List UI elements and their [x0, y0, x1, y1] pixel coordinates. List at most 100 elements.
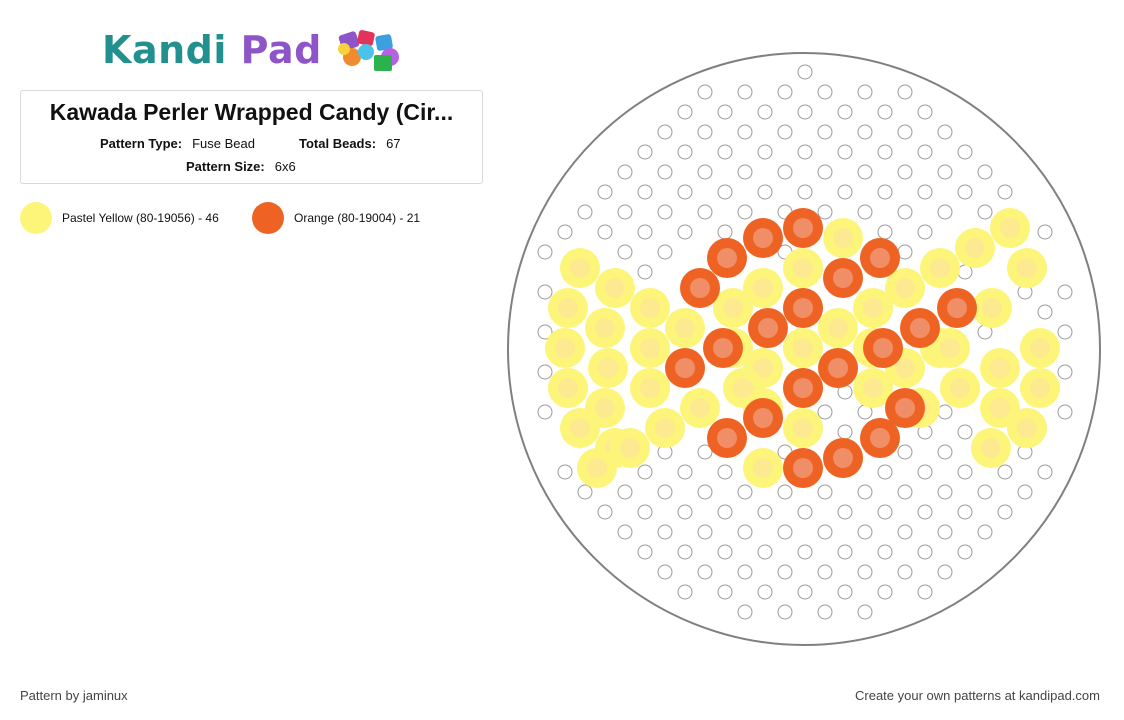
- pattern-size: Pattern Size: 6x6: [186, 159, 296, 174]
- bead-pastel-yellow-hole: [930, 258, 950, 278]
- empty-peg: [917, 544, 933, 560]
- bead-orange-hole: [895, 398, 915, 418]
- empty-peg: [777, 124, 793, 140]
- pattern-info-card: Kawada Perler Wrapped Candy (Cir... Patt…: [20, 90, 483, 184]
- empty-peg: [857, 204, 873, 220]
- bead-pastel-yellow-hole: [595, 318, 615, 338]
- total-beads-label: Total Beads:: [299, 136, 377, 151]
- logo-text-pad: Pad: [240, 28, 322, 72]
- empty-peg: [937, 124, 953, 140]
- empty-peg: [917, 144, 933, 160]
- empty-peg: [557, 464, 573, 480]
- empty-peg: [997, 504, 1013, 520]
- empty-pegs: [537, 64, 1073, 620]
- empty-peg: [717, 184, 733, 200]
- bead-orange-hole: [793, 378, 813, 398]
- empty-peg: [697, 84, 713, 100]
- bead-pastel-yellow-hole: [833, 228, 853, 248]
- bead-pastel-yellow-hole: [990, 358, 1010, 378]
- bead-pastel-yellow-hole: [793, 338, 813, 358]
- color-swatch-pastel-yellow: [20, 202, 52, 234]
- empty-peg: [957, 464, 973, 480]
- empty-peg: [797, 544, 813, 560]
- empty-peg: [937, 404, 953, 420]
- bead-orange-hole: [870, 248, 890, 268]
- empty-peg: [937, 444, 953, 460]
- bead-pastel-yellow-hole: [620, 438, 640, 458]
- logo-text: Kandi Pad: [102, 26, 322, 74]
- pattern-type-label: Pattern Type:: [100, 136, 183, 151]
- empty-peg: [977, 524, 993, 540]
- empty-peg: [677, 584, 693, 600]
- empty-peg: [677, 544, 693, 560]
- empty-peg: [737, 484, 753, 500]
- empty-peg: [917, 184, 933, 200]
- bead-pastel-yellow-hole: [828, 318, 848, 338]
- empty-peg: [817, 164, 833, 180]
- empty-peg: [717, 104, 733, 120]
- empty-peg: [1017, 484, 1033, 500]
- empty-peg: [737, 564, 753, 580]
- empty-peg: [637, 264, 653, 280]
- bead-orange-hole: [753, 228, 773, 248]
- bead-pastel-yellow-hole: [558, 298, 578, 318]
- empty-peg: [577, 484, 593, 500]
- bead-orange-hole: [793, 298, 813, 318]
- empty-peg: [637, 144, 653, 160]
- empty-peg: [897, 164, 913, 180]
- create-patterns-link[interactable]: Create your own patterns at kandipad.com: [855, 688, 1100, 703]
- empty-peg: [677, 504, 693, 520]
- bead-pastel-yellow-hole: [753, 458, 773, 478]
- empty-peg: [797, 584, 813, 600]
- bead-pastel-yellow-hole: [981, 438, 1001, 458]
- empty-peg: [737, 164, 753, 180]
- empty-peg: [857, 604, 873, 620]
- empty-peg: [877, 104, 893, 120]
- bead-pastel-yellow-hole: [733, 378, 753, 398]
- bead-pastel-yellow-hole: [640, 338, 660, 358]
- empty-peg: [537, 244, 553, 260]
- empty-peg: [697, 444, 713, 460]
- bead-pastel-yellow-hole: [1030, 378, 1050, 398]
- placed-beads: [545, 208, 1060, 488]
- empty-peg: [1037, 224, 1053, 240]
- bead-orange-hole: [828, 358, 848, 378]
- bead-pastel-yellow-hole: [595, 398, 615, 418]
- empty-peg: [817, 484, 833, 500]
- empty-peg: [637, 504, 653, 520]
- empty-peg: [837, 504, 853, 520]
- bead-pastel-yellow-hole: [690, 398, 710, 418]
- empty-peg: [617, 204, 633, 220]
- empty-peg: [937, 164, 953, 180]
- empty-peg: [757, 144, 773, 160]
- bead-orange-hole: [717, 248, 737, 268]
- empty-peg: [897, 444, 913, 460]
- empty-peg: [617, 164, 633, 180]
- bead-orange-hole: [793, 218, 813, 238]
- bead-pastel-yellow-hole: [753, 278, 773, 298]
- empty-peg: [617, 244, 633, 260]
- bead-pastel-yellow-hole: [570, 418, 590, 438]
- empty-peg: [937, 524, 953, 540]
- empty-peg: [637, 544, 653, 560]
- empty-peg: [637, 464, 653, 480]
- empty-peg: [797, 144, 813, 160]
- empty-peg: [557, 224, 573, 240]
- pegboard-rim: [507, 52, 1101, 646]
- empty-peg: [597, 224, 613, 240]
- empty-peg: [937, 564, 953, 580]
- empty-peg: [817, 204, 833, 220]
- empty-peg: [1057, 364, 1073, 380]
- empty-peg: [997, 184, 1013, 200]
- empty-peg: [757, 184, 773, 200]
- bead-pastel-yellow-hole: [895, 278, 915, 298]
- empty-peg: [657, 164, 673, 180]
- empty-peg: [897, 84, 913, 100]
- empty-peg: [777, 164, 793, 180]
- bead-orange-hole: [758, 318, 778, 338]
- kandipad-logo[interactable]: Kandi Pad: [102, 26, 408, 74]
- bead-orange-hole: [873, 338, 893, 358]
- empty-peg: [637, 184, 653, 200]
- empty-peg: [917, 584, 933, 600]
- bead-orange-hole: [793, 458, 813, 478]
